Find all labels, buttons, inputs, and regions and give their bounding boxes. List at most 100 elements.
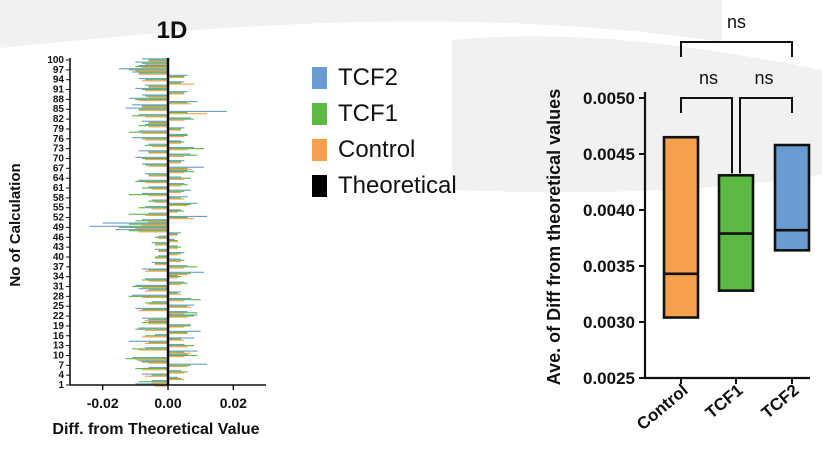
bar-tcf1-32 [168, 282, 188, 284]
y-tick-label-43: 43 [53, 242, 65, 253]
bar-control-72 [148, 152, 168, 154]
y-tick-label-31: 31 [53, 282, 65, 293]
bar-control-50 [141, 224, 168, 226]
bar-control-98 [141, 67, 168, 69]
bar-tcf1-18 [135, 328, 168, 330]
chart-title: 1D [157, 17, 188, 44]
bar-tcf1-42 [158, 249, 168, 251]
bar-tcf1-16 [145, 335, 168, 337]
legend-label-tcf2: TCF2 [338, 64, 398, 91]
bar-tcf1-24 [141, 308, 168, 311]
bar-control-68 [148, 165, 168, 167]
bar-tcf1-36 [148, 269, 168, 271]
bar-tcf2-8 [138, 360, 168, 362]
y-tick-label-46: 46 [53, 232, 65, 243]
bar-tcf1-6 [135, 368, 168, 370]
bar-tcf1-86 [141, 105, 168, 107]
bar-tcf2-84 [168, 110, 227, 112]
bar-tcf1-92 [148, 85, 168, 87]
bar-control-44 [154, 244, 168, 246]
bar-tcf1-96 [138, 72, 168, 74]
bar-tcf1-70 [141, 157, 168, 160]
bar-control-42 [158, 250, 168, 253]
bar-tcf1-27 [168, 299, 201, 301]
y-tick-label-7: 7 [58, 360, 64, 371]
bar-control-47 [168, 234, 178, 236]
bar-control-75 [168, 142, 182, 144]
bar-tcf2-44 [151, 242, 168, 244]
bar-control-5 [168, 372, 185, 374]
bar-tcf2-16 [154, 334, 168, 336]
bar-control-43 [168, 247, 178, 249]
x-axis-ticks: -0.02 0.00 0.02 [87, 385, 247, 411]
bar-tcf2-80 [145, 123, 168, 126]
bar-tcf1-99 [141, 62, 168, 64]
bar-tcf2-94 [138, 78, 168, 80]
legend-item-control: Control [312, 132, 457, 168]
background-arc-shape [0, 0, 722, 48]
bar-tcf2-79 [168, 127, 185, 129]
bar-control-32 [168, 283, 182, 285]
bar-tcf1-63 [135, 180, 168, 183]
bar-tcf2-62 [168, 183, 185, 185]
significance-label-2: ns [754, 68, 773, 88]
bar-tcf1-82 [168, 118, 195, 120]
bar-tcf2-98 [138, 64, 168, 67]
bar-tcf1-53 [128, 213, 168, 215]
bar-tcf2-81 [141, 120, 168, 122]
bar-tcf1-95 [168, 75, 185, 77]
bar-tcf2-11 [168, 350, 198, 352]
x-tick-label-0: -0.02 [87, 395, 119, 411]
x-tick-label-right-2: TCF2 [758, 381, 803, 423]
bar-tcf2-42 [154, 248, 168, 250]
bar-tcf1-65 [148, 174, 168, 176]
bar-control-69 [168, 162, 182, 164]
y-tick-label-49: 49 [53, 222, 65, 233]
bar-control-79 [168, 129, 182, 131]
bar-control-76 [145, 139, 168, 141]
bar-tcf1-21 [148, 318, 168, 320]
legend-swatch-tcf2 [312, 67, 327, 89]
bar-tcf2-41 [168, 252, 185, 254]
y-tick-label-85: 85 [53, 104, 65, 115]
bar-tcf2-35 [168, 271, 204, 273]
bar-control-2 [151, 382, 168, 384]
bar-tcf2-15 [168, 337, 195, 339]
bar-tcf2-100 [141, 58, 168, 60]
bar-control-86 [141, 106, 168, 108]
bar-control-38 [154, 264, 168, 266]
bar-tcf1-45 [168, 239, 178, 242]
bar-tcf2-29 [168, 291, 182, 293]
bar-tcf1-80 [138, 125, 168, 127]
y-axis-ticks-right: 0.0025 0.0030 0.0035 0.0040 0.0045 0.0050 [583, 89, 645, 388]
legend-swatch-theoretical [312, 175, 327, 197]
legend: TCF2 TCF1 Control Theoretical [312, 60, 457, 204]
significance-brackets: ns ns ns [680, 12, 793, 174]
axes-group-right [643, 92, 810, 380]
bar-control-62 [168, 185, 182, 187]
bar-tcf1-58 [168, 197, 182, 199]
y-tick-label-61: 61 [53, 183, 65, 194]
bar-tcf2-56 [168, 202, 198, 204]
bar-tcf2-46 [158, 235, 168, 237]
bar-tcf2-77 [168, 133, 188, 135]
legend-label-theoretical: Theoretical [338, 172, 457, 199]
bar-tcf1-2 [138, 381, 168, 383]
bar-tcf2-95 [168, 74, 188, 76]
y-tick-label-76: 76 [53, 134, 65, 145]
y-tick-label-1: 1 [58, 380, 64, 391]
bar-tcf1-97 [128, 69, 168, 71]
bar-tcf2-58 [168, 196, 188, 198]
bar-tcf2-82 [168, 117, 191, 119]
bar-tcf1-37 [168, 266, 198, 268]
bar-control-84 [168, 113, 208, 115]
y-tick-label-73: 73 [53, 144, 65, 155]
bar-tcf1-55 [138, 207, 168, 209]
bar-tcf1-3 [168, 377, 182, 379]
bar-tcf2-40 [158, 255, 168, 257]
bar-tcf1-15 [168, 338, 182, 340]
bar-tcf1-30 [148, 289, 168, 291]
bar-tcf1-90 [168, 92, 185, 94]
bar-tcf2-50 [102, 222, 168, 224]
bar-tcf2-51 [141, 219, 168, 221]
